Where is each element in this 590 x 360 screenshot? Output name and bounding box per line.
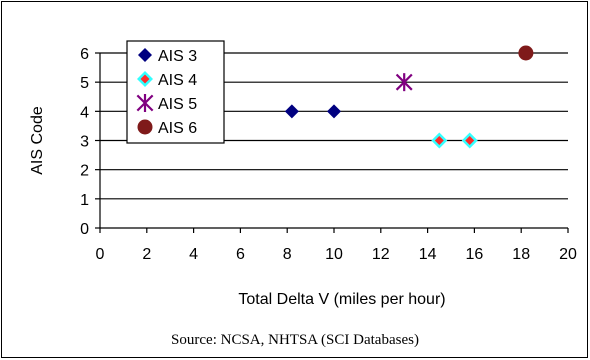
x-tick-labels: 0 2 4 6 8 10 12 14 16 18 20	[96, 246, 577, 263]
y-tick-label: 4	[80, 104, 89, 121]
legend: AIS 3 AIS 4 AIS 5 AIS 6	[126, 40, 225, 144]
legend-item: AIS 5	[136, 94, 197, 113]
legend-label: AIS 5	[158, 96, 197, 113]
legend-marker	[136, 94, 154, 112]
y-tick-label: 2	[80, 163, 89, 180]
legend-marker	[137, 71, 153, 87]
point-ais-3-2	[327, 104, 341, 119]
x-tick-label: 14	[419, 246, 437, 263]
point-ais-5-1	[395, 73, 413, 92]
y-tick-label: 0	[80, 221, 89, 238]
source-note: Source: NCSA, NHTSA (SCI Databases)	[171, 332, 419, 348]
y-tick-label: 1	[80, 192, 89, 209]
y-axis-title: AIS Code	[29, 106, 46, 175]
x-tick-label: 18	[512, 246, 530, 263]
y-tick-labels: 0 1 2 3 4 5 6	[80, 46, 89, 238]
x-axis-title: Total Delta V (miles per hour)	[238, 291, 445, 308]
point-ais-3-1	[284, 104, 299, 119]
x-tick-label: 16	[466, 246, 484, 263]
legend-label: AIS 4	[158, 72, 197, 89]
y-tick-label: 3	[80, 134, 89, 151]
x-tick-label: 2	[142, 246, 151, 263]
x-tick-label: 4	[189, 246, 198, 263]
x-tick-label: 20	[559, 246, 577, 263]
x-tick-label: 10	[325, 246, 343, 263]
legend-marker	[138, 48, 152, 62]
point-ais-6-1	[518, 45, 534, 61]
x-tick-label: 0	[96, 246, 105, 263]
point-ais-4-1	[431, 132, 448, 149]
x-tick-label: 6	[236, 246, 245, 263]
legend-item: AIS 3	[138, 48, 197, 65]
data-points	[284, 45, 534, 149]
legend-item: AIS 6	[137, 119, 197, 137]
x-tick-label: 12	[372, 246, 390, 263]
legend-label: AIS 3	[158, 48, 197, 65]
y-tick-label: 5	[80, 75, 89, 92]
axes	[95, 52, 569, 233]
x-tick-label: 8	[283, 246, 292, 263]
y-tick-label: 6	[80, 46, 89, 63]
legend-label: AIS 6	[158, 120, 197, 137]
legend-marker	[137, 119, 153, 135]
legend-item: AIS 4	[137, 71, 197, 89]
point-ais-4-2	[461, 132, 478, 149]
